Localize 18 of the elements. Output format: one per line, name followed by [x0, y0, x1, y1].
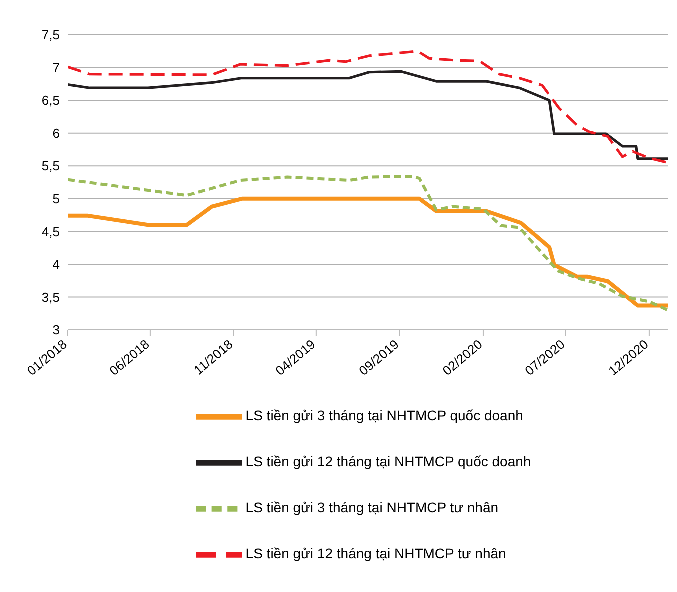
y-tick-label: 4,5	[42, 224, 60, 240]
legend-label: LS tiền gửi 12 tháng tại NHTMCP quốc doanh	[246, 454, 532, 470]
y-tick-label: 6	[52, 126, 60, 141]
y-tick-label: 7	[52, 60, 60, 76]
line-series	[68, 175, 668, 312]
legend-label: LS tiền gửi 3 tháng tại NHTMCP tư nhân	[246, 500, 499, 516]
y-tick-label: 4	[52, 257, 60, 272]
line-series	[68, 196, 668, 308]
y-tick-label: 5,5	[42, 158, 60, 174]
legend-label: LS tiền gửi 12 tháng tại NHTMCP tư nhân	[246, 546, 506, 562]
legend-label: LS tiền gửi 3 tháng tại NHTMCP quốc doanh	[246, 408, 524, 424]
y-tick-label: 7,5	[42, 28, 60, 43]
y-tick-label: 3,5	[42, 290, 60, 305]
line-series	[68, 70, 668, 160]
line-series	[68, 50, 668, 164]
y-tick-label: 5	[52, 192, 60, 207]
y-tick-label: 6,5	[42, 93, 60, 108]
y-tick-label: 3	[52, 322, 60, 338]
